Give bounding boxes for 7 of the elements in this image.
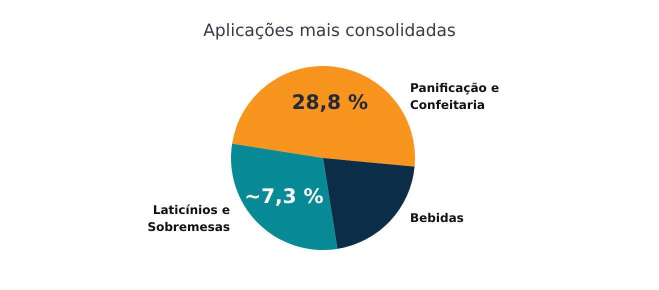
pie-slice [231, 144, 338, 250]
text: ~7,3 % [244, 184, 324, 208]
slice-label: Panificação e Confeitaria [410, 81, 500, 112]
slice-label: Laticínios e Sobremesas [147, 203, 230, 234]
chart-title: Aplicações mais consolidadas [203, 21, 456, 41]
text: 28,8 % [292, 90, 368, 114]
slice-label: Bebidas [410, 211, 464, 225]
